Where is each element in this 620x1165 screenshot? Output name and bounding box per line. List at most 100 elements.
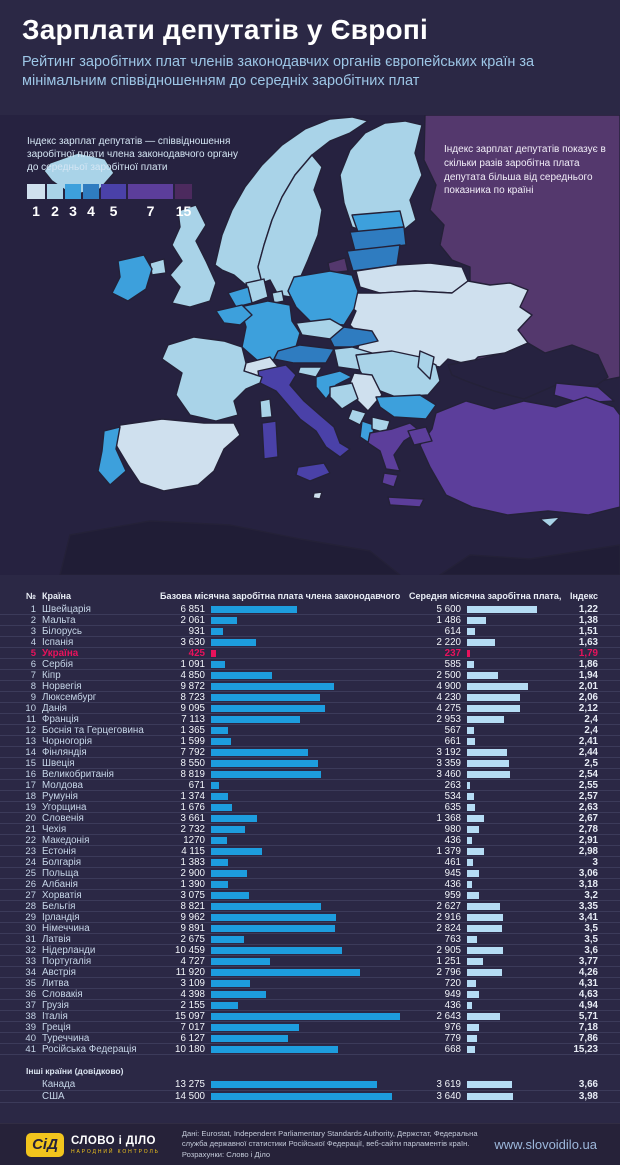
row-avg-value: 2 824 bbox=[436, 923, 461, 934]
africa-landmass bbox=[59, 520, 401, 575]
avg-bar-track bbox=[467, 738, 563, 745]
row-base-value: 4 727 bbox=[180, 956, 205, 967]
row-rank: 4 bbox=[30, 637, 36, 648]
base-salary-bar bbox=[211, 1081, 377, 1088]
row-country: Болгарія bbox=[42, 857, 82, 868]
legend-scale-label: 3 bbox=[69, 202, 77, 219]
row-base-value: 9 891 bbox=[180, 923, 205, 934]
row-rank: 6 bbox=[30, 659, 36, 670]
row-avg-value: 763 bbox=[444, 934, 461, 945]
row-base-value: 13 275 bbox=[175, 1079, 205, 1090]
base-bar-track bbox=[211, 969, 403, 976]
row-country: Німеччина bbox=[42, 923, 90, 934]
logo-icon: СіД bbox=[26, 1132, 64, 1157]
base-salary-bar bbox=[211, 903, 322, 910]
base-salary-bar bbox=[211, 859, 229, 866]
avg-salary-bar bbox=[467, 1093, 513, 1100]
row-country: Боснія та Герцеговина bbox=[42, 725, 144, 736]
base-salary-bar bbox=[211, 606, 297, 613]
row-avg-value: 2 916 bbox=[436, 912, 461, 923]
row-country: Чехія bbox=[42, 824, 67, 835]
row-country: Словакія bbox=[42, 989, 83, 1000]
base-salary-bar bbox=[211, 870, 248, 877]
row-index: 4,63 bbox=[578, 989, 598, 1000]
row-country: Італія bbox=[42, 1011, 68, 1022]
map-country-ireland bbox=[111, 254, 153, 302]
row-index: 2,44 bbox=[578, 747, 598, 758]
base-bar-track bbox=[211, 870, 403, 877]
row-rank: 32 bbox=[25, 945, 36, 956]
base-bar-track bbox=[211, 958, 403, 965]
base-salary-bar bbox=[211, 980, 250, 987]
row-base-value: 3 661 bbox=[180, 813, 205, 824]
avg-salary-bar bbox=[467, 771, 511, 778]
row-index: 1,79 bbox=[578, 648, 598, 659]
row-country: Норвегія bbox=[42, 681, 82, 692]
map-country-france bbox=[161, 336, 263, 422]
row-country: Хорватія bbox=[42, 890, 82, 901]
map-country-sweden bbox=[257, 154, 323, 298]
map-country-belgium bbox=[215, 304, 253, 326]
row-rank: 30 bbox=[25, 923, 36, 934]
base-bar-track bbox=[211, 914, 403, 921]
row-avg-value: 945 bbox=[444, 868, 461, 879]
base-bar-track bbox=[211, 782, 403, 789]
avg-bar-track bbox=[467, 793, 563, 800]
avg-salary-bar bbox=[467, 1002, 473, 1009]
row-country: Канада bbox=[42, 1079, 76, 1090]
table-row: 33 Португалія 4 727 1 251 3,77 bbox=[0, 956, 620, 967]
base-bar-track bbox=[211, 826, 403, 833]
row-base-value: 10 459 bbox=[175, 945, 205, 956]
column-header-index: Індекс bbox=[569, 591, 598, 601]
avg-salary-bar bbox=[467, 1035, 477, 1042]
table-row: 2 Мальта 2 061 1 486 1,38 bbox=[0, 615, 620, 626]
table-row: 10 Данія 9 095 4 275 2,12 bbox=[0, 703, 620, 714]
row-base-value: 2 155 bbox=[180, 1000, 205, 1011]
base-salary-bar bbox=[211, 782, 220, 789]
row-avg-value: 5 600 bbox=[436, 604, 461, 615]
table-row: 27 Хорватія 3 075 959 3,2 bbox=[0, 890, 620, 901]
row-avg-value: 534 bbox=[444, 791, 461, 802]
row-avg-value: 2 627 bbox=[436, 901, 461, 912]
avg-salary-bar bbox=[467, 628, 475, 635]
avg-salary-bar bbox=[467, 892, 479, 899]
row-country: Фінляндія bbox=[42, 747, 87, 758]
row-base-value: 8 819 bbox=[180, 769, 205, 780]
avg-salary-bar bbox=[467, 903, 500, 910]
table-row: 13 Чорногорія 1 599 661 2,41 bbox=[0, 736, 620, 747]
row-base-value: 2 900 bbox=[180, 868, 205, 879]
base-salary-bar bbox=[211, 848, 263, 855]
table-row: 9 Люксембург 8 723 4 230 2,06 bbox=[0, 692, 620, 703]
logo-subtitle: НАРОДНИЙ КОНТРОЛЬ bbox=[71, 1148, 160, 1155]
row-avg-value: 661 bbox=[444, 736, 461, 747]
base-salary-bar bbox=[211, 991, 266, 998]
row-avg-value: 2 643 bbox=[436, 1011, 461, 1022]
row-rank: 18 bbox=[25, 791, 36, 802]
logo-text: СЛОВО і ДІЛО НАРОДНИЙ КОНТРОЛЬ bbox=[71, 1135, 160, 1155]
row-country: Угорщина bbox=[42, 802, 87, 813]
row-avg-value: 263 bbox=[444, 780, 461, 791]
row-index: 2,78 bbox=[578, 824, 598, 835]
table-row: 19 Угорщина 1 676 635 2,63 bbox=[0, 802, 620, 813]
row-index: 2,55 bbox=[578, 780, 598, 791]
row-avg-value: 1 368 bbox=[436, 813, 461, 824]
base-salary-bar bbox=[211, 1024, 299, 1031]
table-row: 40 Туреччина 6 127 779 7,86 bbox=[0, 1033, 620, 1044]
avg-bar-track bbox=[467, 650, 563, 657]
base-salary-bar bbox=[211, 804, 232, 811]
map-country-poland bbox=[287, 270, 359, 326]
row-index: 2,4 bbox=[584, 725, 598, 736]
row-avg-value: 2 220 bbox=[436, 637, 461, 648]
row-rank: 5 bbox=[30, 648, 36, 659]
europe-choropleth-map bbox=[0, 115, 620, 575]
base-bar-track bbox=[211, 628, 403, 635]
base-bar-track bbox=[211, 606, 403, 613]
row-rank: 35 bbox=[25, 978, 36, 989]
table-row: 6 Сербія 1 091 585 1,86 bbox=[0, 659, 620, 670]
table-row: 39 Греція 7 017 976 7,18 bbox=[0, 1022, 620, 1033]
map-country-italy bbox=[257, 364, 351, 458]
row-index: 1,22 bbox=[578, 604, 598, 615]
base-salary-bar bbox=[211, 969, 360, 976]
row-index: 3,98 bbox=[578, 1091, 598, 1102]
row-rank: 10 bbox=[25, 703, 36, 714]
